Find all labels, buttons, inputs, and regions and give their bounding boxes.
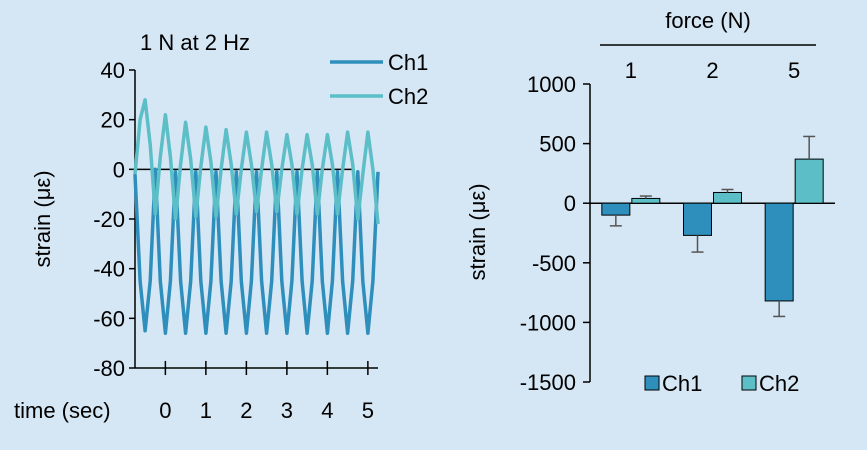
- y-tick-label: -60: [93, 306, 125, 331]
- bar-ch1: [683, 202, 712, 236]
- bar-ch1: [764, 202, 794, 302]
- legend-swatch-ch1: [644, 375, 660, 391]
- legend: Ch1 Ch2: [644, 371, 799, 396]
- series-line-ch1: [133, 167, 380, 335]
- x-tick-label: 4: [321, 398, 333, 423]
- chart-title: force (N): [665, 8, 751, 33]
- category-label: 5: [788, 58, 800, 83]
- bar-ch2: [794, 158, 824, 204]
- plot-area: [601, 135, 824, 318]
- y-tick-label: 0: [564, 191, 576, 216]
- x-tick-label: 1: [200, 398, 212, 423]
- y-tick-label: -40: [93, 257, 125, 282]
- legend-label: Ch1: [662, 371, 702, 396]
- y-tick-label: 0: [113, 157, 125, 182]
- legend-swatch-ch2: [741, 375, 757, 391]
- bar-ch2: [713, 191, 742, 204]
- plot-area: [133, 98, 380, 335]
- x-tick-label: 2: [240, 398, 252, 423]
- legend-label: Ch2: [388, 84, 428, 109]
- y-axis-label: strain (με): [465, 183, 490, 280]
- category-label: 2: [706, 58, 718, 83]
- y-tick-label: -1000: [520, 310, 576, 335]
- x-tick-label: 0: [159, 398, 171, 423]
- axes: -1500 -1000 -500 0 500 1000 1 2 5: [520, 58, 835, 395]
- line-chart: 1 N at 2 Hz strain (με) time (sec) -80 -6…: [14, 30, 428, 423]
- y-tick-label: -20: [93, 207, 125, 232]
- y-tick-label: 20: [101, 108, 125, 133]
- bar-ch1: [601, 202, 631, 216]
- y-tick-label: -80: [93, 356, 125, 381]
- series-line-ch2: [133, 98, 380, 225]
- y-tick-label: 40: [101, 58, 125, 83]
- y-axis-label: strain (με): [30, 170, 55, 267]
- bar-ch2: [631, 197, 661, 204]
- category-label: 1: [625, 58, 637, 83]
- x-tick-label: 5: [362, 398, 374, 423]
- chart-title: 1 N at 2 Hz: [140, 30, 250, 55]
- y-tick-label: 500: [539, 132, 576, 157]
- bar-chart: force (N) strain (με) -1500 -1000 -500 0 500…: [465, 8, 835, 396]
- x-tick-label: 3: [281, 398, 293, 423]
- y-tick-label: 1000: [527, 72, 576, 97]
- y-tick-label: -500: [532, 251, 576, 276]
- y-tick-label: -1500: [520, 370, 576, 395]
- legend-label: Ch1: [388, 50, 428, 75]
- legend-label: Ch2: [759, 371, 799, 396]
- x-axis-label: time (sec): [14, 398, 111, 423]
